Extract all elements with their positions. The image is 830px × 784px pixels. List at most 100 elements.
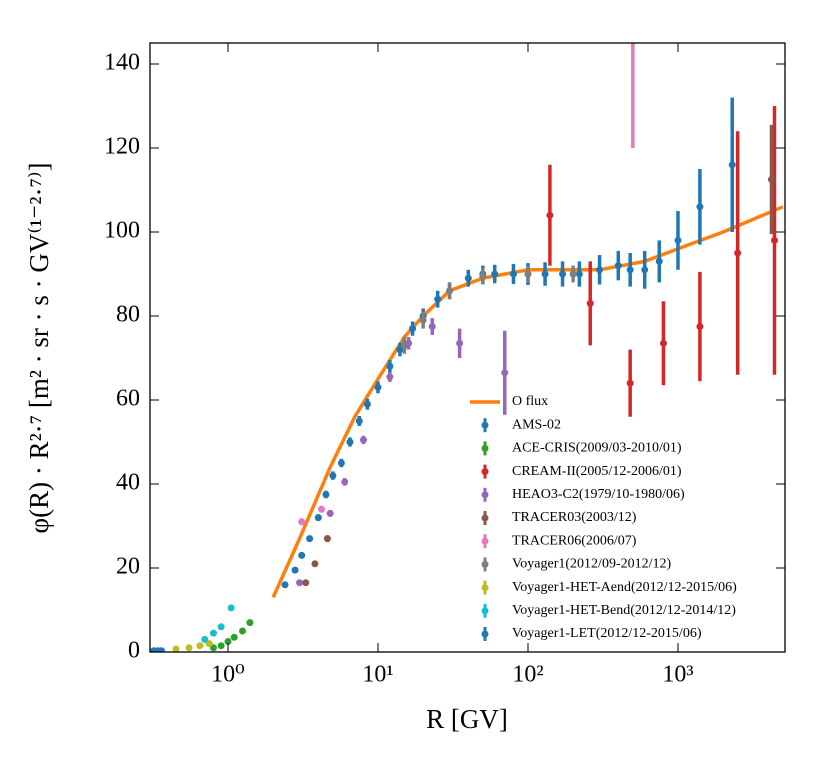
data-point [329,472,337,480]
data-point [696,203,704,211]
data-point [464,274,472,282]
data-point [546,211,554,219]
data-point [302,579,310,587]
data-point [479,272,487,280]
y-tick-label: 120 [104,134,140,160]
legend-marker [481,514,489,522]
data-point [185,644,193,652]
x-tick-label: 10⁰ [211,662,245,688]
legend-marker [481,607,489,615]
data-point [626,266,634,274]
data-point [614,262,622,270]
data-point [386,373,394,381]
data-point [770,236,778,244]
legend-label: CREAM-II(2005/12-2006/01) [512,464,682,479]
data-point [341,478,349,486]
data-point [239,627,247,635]
data-point [298,518,306,526]
data-point [363,400,371,408]
data-point [386,362,394,370]
data-point [655,257,663,265]
legend-label: Voyager1-HET-Aend(2012/12-2015/06) [512,580,737,595]
legend-marker [481,630,489,638]
data-point [317,505,325,513]
data-point [205,640,213,648]
data-point [172,645,180,652]
y-tick-label: 140 [104,50,140,76]
data-point [767,176,775,183]
y-tick-label: 80 [116,302,140,328]
legend-label: Voyager1-HET-Bend(2012/12-2014/12) [512,603,736,618]
data-point [298,551,306,559]
plot-frame [149,42,786,653]
data-point [326,509,334,517]
data-point [396,346,404,354]
flux-line [271,205,784,599]
legend-label: HEAO3-C2(1979/10-1980/06) [512,487,685,502]
data-point [428,323,436,330]
x-axis-label: R [GV] [426,704,508,734]
data-point [446,287,454,295]
data-point [323,535,331,543]
y-tick-label: 20 [116,554,140,580]
data-point [491,270,499,278]
data-point [314,514,322,522]
data-point [626,379,634,387]
data-point [596,266,604,274]
legend-marker [481,444,489,452]
data-point [409,325,417,333]
y-axis-label: φ(R) · R²·⁷ [m² · sr · s · GV⁽¹⁻²·⁷⁾] [24,163,54,534]
data-point [281,581,289,589]
data-point [419,316,427,324]
legend-marker [481,491,489,499]
legend-label: ACE-CRIS(2009/03-2010/01) [512,441,682,456]
data-point [337,459,345,467]
data-point [291,566,299,574]
data-point [524,270,532,278]
data-point [674,236,682,244]
data-point [230,633,238,641]
data-point [575,270,583,278]
data-point [569,270,577,278]
data-point [509,270,517,278]
data-point [196,642,204,650]
data-point [456,339,464,347]
y-tick-label: 100 [104,218,140,244]
legend-marker [481,560,489,568]
legend-label: TRACER03(2003/12) [512,510,637,525]
y-tick-label: 40 [116,470,140,496]
x-tick-label: 10² [512,662,543,688]
legend-label: TRACER06(2006/07) [512,533,637,548]
data-point [157,647,165,652]
data-point [246,619,254,627]
data-point [374,383,382,391]
data-point [559,270,567,278]
legend-marker [481,537,489,545]
data-point [400,341,408,349]
x-tick-label: 10¹ [362,662,393,688]
data-point [224,638,232,645]
data-point [629,19,636,26]
legend: O flux AMS-02 ACE-CRIS(2009/03-2010/01) CRE… [470,394,737,641]
data-point [641,266,649,274]
x-tick-label: 10³ [662,662,693,688]
data-point [501,369,509,377]
y-tick-label: 0 [128,638,140,664]
data-point [355,417,363,425]
data-point [306,535,314,543]
data-point [434,295,442,303]
data-point [359,436,367,444]
data-point [728,161,736,169]
data-point [209,629,217,637]
legend-marker [481,421,489,429]
legend-marker [481,584,489,592]
legend-marker [481,468,489,476]
data-point [311,560,319,568]
data-point [734,249,742,257]
legend-label: Voyager1(2012/09-2012/12) [512,557,671,572]
data-point [201,635,209,643]
legend-label: O flux [512,394,548,409]
y-tick-label: 60 [116,386,140,412]
data-point [541,270,549,278]
